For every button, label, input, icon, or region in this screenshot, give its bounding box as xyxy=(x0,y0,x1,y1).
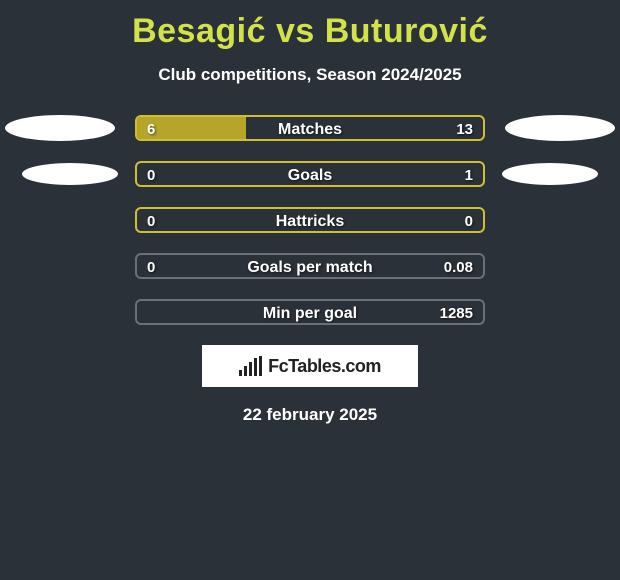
stat-value-left: 0 xyxy=(147,255,155,279)
stat-value-right: 13 xyxy=(456,117,473,141)
stat-value-right: 0 xyxy=(465,209,473,233)
stat-bar: 1285Min per goal xyxy=(135,299,485,325)
comparison-chart: 613Matches01Goals00Hattricks00.08Goals p… xyxy=(0,115,620,325)
stat-value-right: 0.08 xyxy=(444,255,473,279)
stat-row: 1285Min per goal xyxy=(0,299,620,325)
stat-bar: 0 1Goals xyxy=(135,161,485,187)
stat-row: 613Matches xyxy=(0,115,620,141)
stat-bar: 613Matches xyxy=(135,115,485,141)
stat-label: Min per goal xyxy=(137,301,483,325)
logo-text: FcTables.com xyxy=(268,356,381,377)
decoration-ellipse xyxy=(502,163,598,185)
stat-row: 0 0.08Goals per match xyxy=(0,253,620,279)
stat-row: 0 0Hattricks xyxy=(0,207,620,233)
stat-value-left: 6 xyxy=(147,117,155,141)
decoration-ellipse xyxy=(5,115,115,141)
date-label: 22 february 2025 xyxy=(0,405,620,425)
stat-label: Goals per match xyxy=(137,255,483,279)
subtitle: Club competitions, Season 2024/2025 xyxy=(0,65,620,85)
stat-bar: 0 0Hattricks xyxy=(135,207,485,233)
stat-label: Hattricks xyxy=(137,209,483,233)
stat-bar: 0 0.08Goals per match xyxy=(135,253,485,279)
source-logo: FcTables.com xyxy=(202,345,418,387)
decoration-ellipse xyxy=(505,115,615,141)
decoration-ellipse xyxy=(22,163,118,185)
stat-value-right: 1 xyxy=(465,163,473,187)
page-title: Besagić vs Buturović xyxy=(0,0,620,51)
stat-value-left: 0 xyxy=(147,209,155,233)
logo-bars-icon xyxy=(239,356,262,376)
stat-value-right: 1285 xyxy=(440,301,473,325)
stat-value-left: 0 xyxy=(147,163,155,187)
stat-label: Goals xyxy=(137,163,483,187)
stat-row: 0 1Goals xyxy=(0,161,620,187)
